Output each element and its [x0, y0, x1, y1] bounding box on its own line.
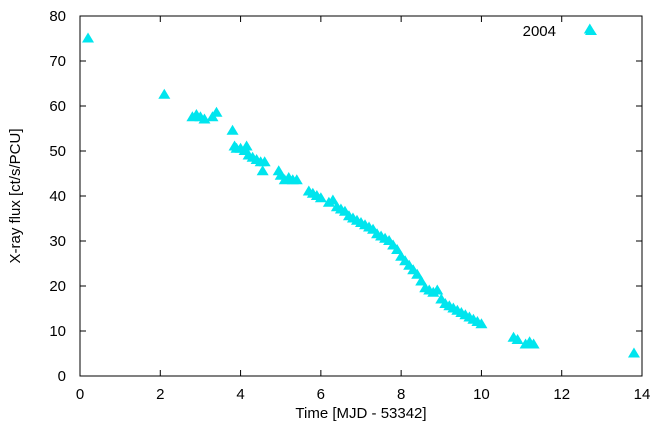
data-point — [391, 244, 404, 254]
legend: 2004 — [523, 23, 597, 40]
y-tick-label: 50 — [49, 143, 66, 160]
data-point — [256, 165, 269, 176]
ticks: 0 2 4 6 8 10 12 14 0 10 20 30 40 50 60 70 80 — [49, 8, 650, 403]
data-point — [475, 318, 488, 329]
data-point — [82, 32, 95, 43]
x-tick-label: 0 — [76, 386, 84, 403]
x-tick-label: 14 — [634, 386, 651, 403]
x-axis-title: Time [MJD - 53342] — [295, 405, 426, 422]
data-point — [411, 268, 424, 279]
y-tick-label: 60 — [49, 98, 66, 115]
x-tick-label: 12 — [553, 386, 570, 403]
x-tick-label: 2 — [156, 386, 164, 403]
data-point — [627, 347, 640, 358]
plot-frame — [79, 15, 643, 377]
x-tick-label: 6 — [317, 386, 325, 403]
data-point — [210, 106, 223, 117]
y-tick-label: 80 — [49, 8, 66, 25]
data-point — [226, 124, 239, 135]
axes — [79, 15, 643, 377]
x-tick-label: 4 — [236, 386, 244, 403]
y-axis-title: X-ray flux [ct/s/PCU] — [7, 128, 24, 263]
data-point — [511, 334, 524, 344]
y-tick-label: 30 — [49, 233, 66, 250]
data-point — [314, 192, 327, 203]
data-point — [527, 338, 540, 349]
legend-label: 2004 — [523, 23, 556, 40]
x-tick-label: 8 — [397, 386, 405, 403]
data-point — [240, 140, 253, 151]
y-tick-label: 40 — [49, 188, 66, 205]
y-tick-label: 10 — [49, 323, 66, 340]
data-points — [82, 23, 640, 358]
legend-marker-icon — [585, 26, 597, 35]
data-point — [158, 88, 171, 99]
data-point — [326, 194, 339, 205]
y-tick-label: 20 — [49, 278, 66, 295]
data-point — [415, 275, 428, 286]
y-tick-label: 0 — [58, 368, 66, 385]
data-point — [290, 174, 303, 185]
data-point — [258, 156, 271, 167]
x-tick-label: 10 — [473, 386, 490, 403]
data-point — [431, 284, 444, 295]
y-tick-label: 70 — [49, 53, 66, 70]
